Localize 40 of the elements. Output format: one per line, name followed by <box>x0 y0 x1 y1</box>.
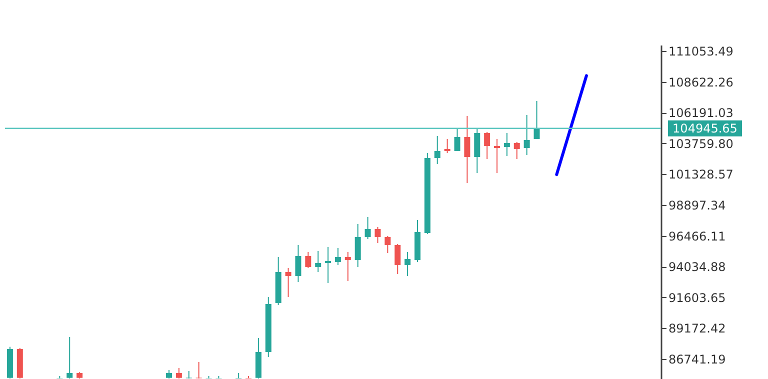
candlestick <box>196 361 202 379</box>
candlestick <box>285 267 292 298</box>
candlestick <box>186 370 192 379</box>
candlestick <box>176 367 182 379</box>
candlestick <box>484 131 490 160</box>
candlestick <box>404 251 411 276</box>
y-tick-label: 111053.49 <box>668 44 734 58</box>
candlestick <box>454 127 460 152</box>
candlestick <box>334 247 341 266</box>
y-tick-label: 101328.57 <box>668 168 734 182</box>
candlestick <box>305 251 312 268</box>
candlestick <box>236 372 242 379</box>
y-tick-label: 94034.88 <box>668 260 726 274</box>
candlestick <box>534 100 540 140</box>
candlestick <box>514 141 520 160</box>
candlestick <box>344 251 351 282</box>
candlestick <box>434 135 440 164</box>
candlestick <box>504 132 510 156</box>
y-tick-label: 86741.19 <box>668 352 726 366</box>
candlestick <box>315 250 322 272</box>
y-tick-label: 106191.03 <box>668 106 734 120</box>
y-tick-label: 98897.34 <box>668 198 726 212</box>
candlestick <box>354 223 361 268</box>
candlestick <box>464 115 470 184</box>
y-tick-label: 91603.65 <box>668 290 726 305</box>
y-tick-label: 103759.80 <box>668 136 734 151</box>
ref-line-label: 104945.65 <box>672 121 738 136</box>
candlestick <box>295 244 302 282</box>
candlestick <box>524 114 530 156</box>
candlestick <box>444 138 450 154</box>
candlestick <box>494 138 500 174</box>
candlestick <box>66 336 73 379</box>
candlestick <box>364 216 371 240</box>
y-tick-label: 96466.11 <box>668 229 726 244</box>
candlestick <box>374 226 381 244</box>
candlestick <box>394 243 401 274</box>
candlestick <box>325 246 332 284</box>
y-tick-label: 89172.42 <box>668 322 726 336</box>
y-tick-label: 108622.26 <box>668 75 734 90</box>
candlestick <box>384 235 391 254</box>
